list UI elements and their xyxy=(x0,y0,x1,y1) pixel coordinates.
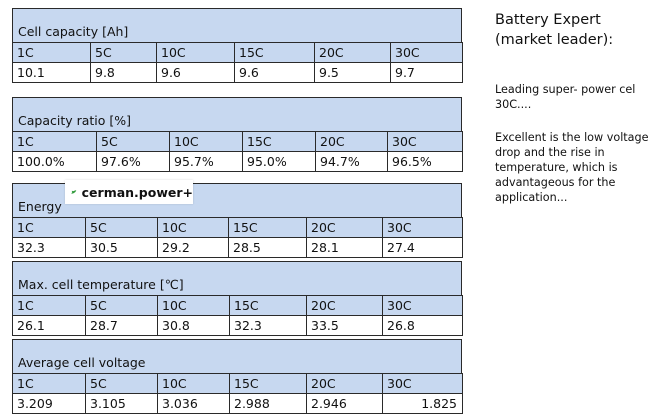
table-cell: 3.036 xyxy=(157,393,230,414)
section-title: Energy xyxy=(18,199,62,214)
table-header-cell: 20C xyxy=(306,217,383,238)
section-title: Capacity ratio [%] xyxy=(12,97,462,131)
expert-commentary: Battery Expert (market leader): Leading … xyxy=(495,10,650,205)
table-row: 32.3 30.5 29.2 28.5 28.1 27.4 xyxy=(12,237,463,258)
section-energy: Energy cerman.power+ 1C 5C 10C 15C 20C 3… xyxy=(12,180,463,258)
table-header-cell: 5C xyxy=(85,295,158,316)
commentary-title: Battery Expert (market leader): xyxy=(495,12,614,48)
table-header-cell: 10C xyxy=(157,295,230,316)
table-cell: 3.209 xyxy=(12,393,86,414)
data-table: 1C 5C 10C 15C 20C 30C 3.209 3.105 3.036 … xyxy=(12,373,463,414)
table-row: 26.1 28.7 30.8 32.3 33.5 26.8 xyxy=(12,315,463,336)
section-title-row: Energy cerman.power+ xyxy=(12,180,462,217)
section-title: Max. cell temperature [℃] xyxy=(12,261,462,295)
leaf-logo-icon xyxy=(71,190,77,194)
table-header-cell: 20C xyxy=(314,42,391,63)
table-cell: 2.988 xyxy=(229,393,307,414)
table-cell: 2.946 xyxy=(306,393,383,414)
table-header-cell: 20C xyxy=(306,373,383,394)
table-header-cell: 30C xyxy=(382,217,463,238)
table-cell: 10.1 xyxy=(12,62,91,83)
table-cell: 9.6 xyxy=(234,62,315,83)
table-header-cell: 10C xyxy=(156,42,235,63)
table-row: 100.0% 97.6% 95.7% 95.0% 94.7% 96.5% xyxy=(12,151,463,172)
table-header-cell: 20C xyxy=(315,131,388,152)
table-cell: 28.5 xyxy=(228,237,307,258)
table-cell: 97.6% xyxy=(96,151,170,172)
table-header-cell: 15C xyxy=(229,373,307,394)
table-cell: 3.105 xyxy=(85,393,158,414)
table-header-cell: 1C xyxy=(12,295,86,316)
table-header-cell: 10C xyxy=(157,373,230,394)
battery-data-tables: Cell capacity [Ah] 1C 5C 10C 15C 20C 30C… xyxy=(12,8,463,414)
table-row: 10.1 9.8 9.6 9.6 9.5 9.7 xyxy=(12,62,463,83)
table-cell: 32.3 xyxy=(12,237,86,258)
table-header-cell: 20C xyxy=(306,295,383,316)
cerman-power-logo: cerman.power+ xyxy=(65,180,193,204)
section-max-cell-temperature: Max. cell temperature [℃] 1C 5C 10C 15C … xyxy=(12,261,463,336)
table-cell: 29.2 xyxy=(157,237,229,258)
commentary-paragraph: Leading super- power cel 30C.... xyxy=(495,83,636,111)
table-header-cell: 30C xyxy=(382,295,463,316)
table-header-cell: 15C xyxy=(242,131,316,152)
table-cell: 9.5 xyxy=(314,62,391,83)
table-cell: 9.6 xyxy=(156,62,235,83)
data-table: 1C 5C 10C 15C 20C 30C 26.1 28.7 30.8 32.… xyxy=(12,295,463,336)
table-cell: 96.5% xyxy=(387,151,463,172)
table-header-cell: 30C xyxy=(382,373,463,394)
table-header-cell: 1C xyxy=(12,131,97,152)
table-cell: 9.8 xyxy=(90,62,157,83)
table-header-row: 1C 5C 10C 15C 20C 30C xyxy=(12,295,463,316)
table-cell: 100.0% xyxy=(12,151,97,172)
section-average-cell-voltage: Average cell voltage 1C 5C 10C 15C 20C 3… xyxy=(12,339,463,414)
table-cell: 26.1 xyxy=(12,315,86,336)
table-cell: 94.7% xyxy=(315,151,388,172)
table-cell: 1.825 xyxy=(382,393,463,414)
section-cell-capacity: Cell capacity [Ah] 1C 5C 10C 15C 20C 30C… xyxy=(12,8,463,83)
section-capacity-ratio: Capacity ratio [%] 1C 5C 10C 15C 20C 30C… xyxy=(12,97,463,172)
table-header-cell: 10C xyxy=(169,131,243,152)
table-header-cell: 5C xyxy=(96,131,170,152)
table-header-row: 1C 5C 10C 15C 20C 30C xyxy=(12,217,463,238)
table-header-cell: 5C xyxy=(85,373,158,394)
table-header-cell: 5C xyxy=(85,217,158,238)
table-cell: 95.0% xyxy=(242,151,316,172)
table-cell: 33.5 xyxy=(306,315,383,336)
data-table: 1C 5C 10C 15C 20C 30C 10.1 9.8 9.6 9.6 9… xyxy=(12,42,463,83)
table-header-cell: 1C xyxy=(12,217,86,238)
table-cell: 27.4 xyxy=(382,237,463,258)
table-cell: 32.3 xyxy=(229,315,307,336)
table-cell: 9.7 xyxy=(390,62,463,83)
table-header-cell: 10C xyxy=(157,217,229,238)
table-header-cell: 1C xyxy=(12,42,91,63)
table-header-cell: 15C xyxy=(234,42,315,63)
table-header-row: 1C 5C 10C 15C 20C 30C xyxy=(12,42,463,63)
table-header-cell: 1C xyxy=(12,373,86,394)
table-cell: 28.7 xyxy=(85,315,158,336)
table-cell: 26.8 xyxy=(382,315,463,336)
table-row: 3.209 3.105 3.036 2.988 2.946 1.825 xyxy=(12,393,463,414)
table-header-row: 1C 5C 10C 15C 20C 30C xyxy=(12,131,463,152)
table-header-cell: 30C xyxy=(390,42,463,63)
table-header-cell: 30C xyxy=(387,131,463,152)
logo-text: cerman.power+ xyxy=(81,184,193,200)
table-header-cell: 5C xyxy=(90,42,157,63)
data-table: 1C 5C 10C 15C 20C 30C 100.0% 97.6% 95.7%… xyxy=(12,131,463,172)
table-cell: 28.1 xyxy=(306,237,383,258)
data-table: 1C 5C 10C 15C 20C 30C 32.3 30.5 29.2 28.… xyxy=(12,217,463,258)
table-header-cell: 15C xyxy=(228,217,307,238)
commentary-paragraph: Excellent is the low voltage drop and th… xyxy=(495,131,649,204)
section-title: Average cell voltage xyxy=(12,339,462,373)
table-cell: 30.5 xyxy=(85,237,158,258)
table-header-cell: 15C xyxy=(229,295,307,316)
table-header-row: 1C 5C 10C 15C 20C 30C xyxy=(12,373,463,394)
section-title: Cell capacity [Ah] xyxy=(12,8,462,42)
table-cell: 30.8 xyxy=(157,315,230,336)
table-cell: 95.7% xyxy=(169,151,243,172)
